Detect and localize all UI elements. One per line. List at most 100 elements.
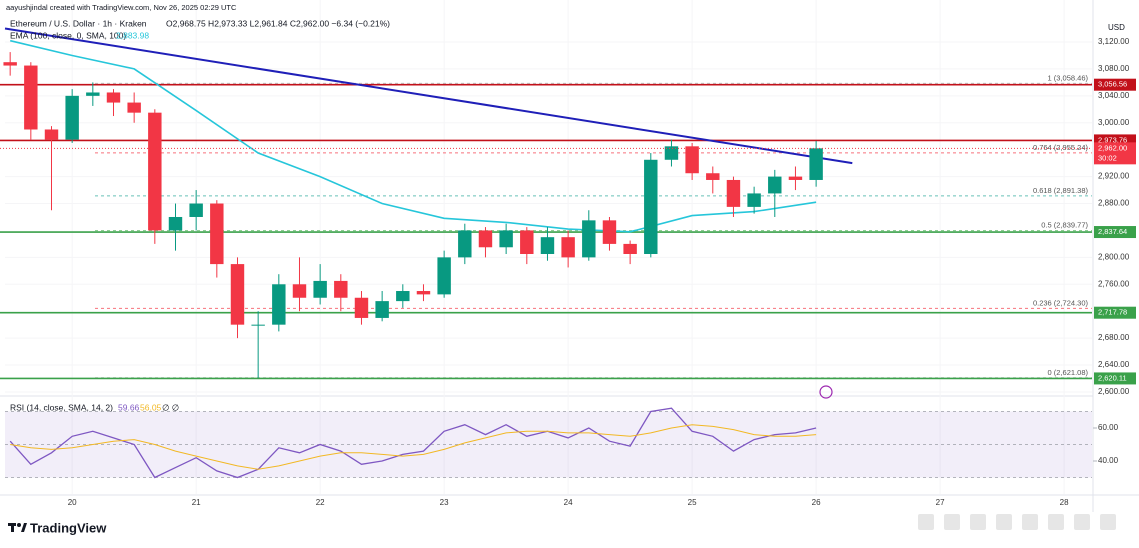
candle-body [168,216,183,231]
rsi-extra: ∅ ∅ [162,402,180,412]
y-tick-label: 3,000.00 [1098,118,1130,127]
candle-body [726,179,741,207]
ema-value: 2,883.98 [116,30,149,40]
y-tick-label: 2,680.00 [1098,333,1130,342]
candle-body [685,146,699,174]
candle-body [354,297,369,318]
y-tick-label: 3,120.00 [1098,37,1130,46]
y-tick-label: 2,600.00 [1098,387,1130,396]
fib-label: 0.236 (2,724.30) [1033,298,1089,307]
trendline [4,27,853,165]
y-tick-label: 60.00 [1098,423,1119,432]
countdown: 30:02 [1098,153,1117,162]
y-tick-label: 2,800.00 [1098,252,1130,261]
y-tick-label: 2,640.00 [1098,360,1130,369]
alert-icon [819,385,833,399]
candle-body [768,176,782,194]
plot: 3,120.00 3,080.00 3,040.00 3,000.00 2,920.00… [0,27,1136,508]
candle-body [251,324,265,326]
y-tick-label: 3,040.00 [1098,91,1130,100]
candle-body [375,301,389,318]
candle-body [602,220,617,244]
candle-body [127,102,141,113]
x-tick-label: 28 [1060,498,1069,507]
price-badge [1094,372,1136,385]
brand: TradingView [30,520,107,535]
candle-body [148,112,162,231]
price-badge-label: 2,837.64 [1098,227,1127,236]
candle-body [478,230,493,248]
candle-body [3,62,17,66]
rsi-title: RSI (14, close, SMA, 14, 2) [10,402,113,412]
currency: USD [1108,23,1125,32]
price-badge [1094,78,1136,91]
candle-body [396,291,410,302]
candle-body [106,92,121,103]
candle-body [561,237,575,258]
y-tick-label: 2,880.00 [1098,199,1130,208]
last-price-label: 2,962.00 [1098,143,1127,152]
candle-body [747,193,761,207]
ohlc: O2,968.75 H2,973.33 L2,961.84 C2,962.00 … [166,18,390,28]
candle-body [437,257,451,295]
rsi-value: 59.66 [118,402,140,412]
fib-label: 0.764 (2,955.24) [1033,143,1089,152]
candle-body [272,284,286,325]
candle-body [540,237,555,255]
fib-label: 0.618 (2,891.38) [1033,186,1089,195]
candle-body [706,173,720,180]
candle-body [416,291,431,295]
y-tick-label: 40.00 [1098,456,1119,465]
fib-label: 1 (3,058.46) [1048,73,1089,82]
x-tick-label: 21 [192,498,201,507]
y-tick-label: 2,920.00 [1098,172,1130,181]
candle-body [65,95,79,140]
fib-label: 0.5 (2,839.77) [1041,221,1088,230]
price-badge [1094,306,1136,319]
x-tick-label: 25 [688,498,697,507]
x-tick-label: 23 [440,498,449,507]
price-badge-label: 2,620.11 [1098,373,1127,382]
ema-line [10,39,817,233]
author: aayushjindal created with TradingView.co… [6,3,237,12]
candle-body [664,146,679,160]
x-tick-label: 24 [564,498,573,507]
rsi-line [10,424,817,470]
symbol: Ethereum / U.S. Dollar · 1h · Kraken [10,18,147,28]
ema-title: EMA (100, close, 0, SMA, 100) [10,30,126,40]
candle-body [189,203,203,217]
candle-body [788,176,803,180]
candle-body [292,284,307,298]
candle-body [210,203,224,265]
toolbar-icons [918,514,1116,530]
y-tick-label: 3,080.00 [1098,64,1130,73]
candle-body [520,230,534,255]
price-badge-label: 3,056.56 [1098,80,1127,89]
x-tick-label: 20 [68,498,77,507]
candle-body [24,65,38,130]
last-price-badge [1094,142,1136,165]
candle-body [313,280,327,298]
price-badge [1094,226,1136,239]
x-tick-label: 26 [812,498,821,507]
candle-body [582,220,596,258]
candle-body [334,280,348,298]
y-tick-label: 2,760.00 [1098,279,1130,288]
candle-body [809,148,823,180]
candle-body [499,230,513,248]
rsi-ma-value: 56.05 [140,402,162,412]
price-badge-label: 2,973.76 [1098,135,1127,144]
candle-body [458,230,472,258]
candle-body [230,264,245,325]
x-tick-label: 22 [316,498,325,507]
candle-body [644,159,658,255]
fib-label: 0 (2,621.08) [1048,368,1089,377]
candle-body [86,92,100,96]
price-badge-label: 2,717.78 [1098,308,1127,317]
candle-body [44,129,59,140]
candle-body [623,243,637,255]
logo [8,523,27,532]
x-tick-label: 27 [936,498,945,507]
rsi-line [9,407,817,479]
